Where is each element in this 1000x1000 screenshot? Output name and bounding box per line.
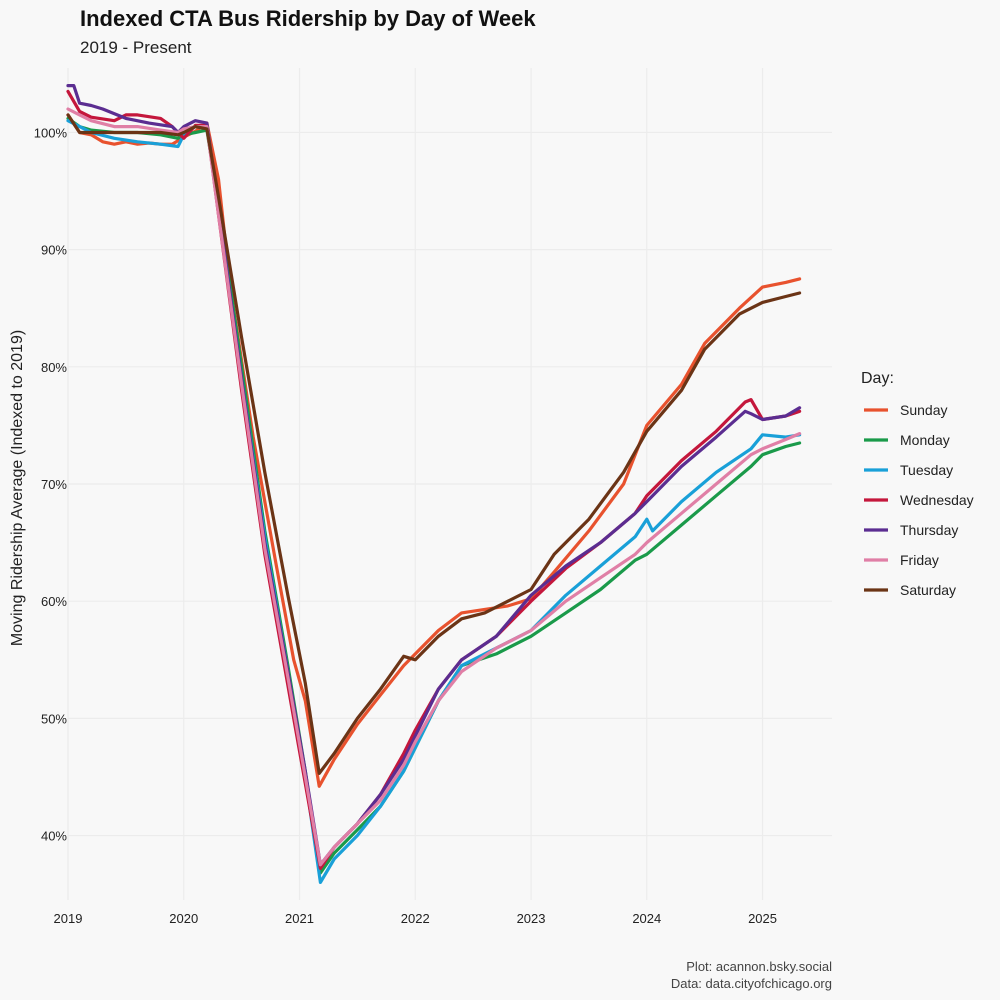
x-tick-label: 2019 — [54, 911, 83, 926]
series-line-monday — [66, 116, 802, 875]
series-line-tuesday — [66, 119, 802, 884]
y-tick-label: 50% — [41, 711, 67, 726]
x-tick-label: 2020 — [169, 911, 198, 926]
y-tick-label: 80% — [41, 360, 67, 375]
chart-subtitle: 2019 - Present — [80, 38, 192, 57]
grid — [67, 68, 832, 900]
y-tick-label: 70% — [41, 477, 67, 492]
x-tick-label: 2023 — [517, 911, 546, 926]
y-axis-label: Moving Ridership Average (Indexed to 201… — [9, 330, 26, 646]
caption-plot-credit: Plot: acannon.bsky.social — [686, 959, 832, 974]
legend-label-tuesday: Tuesday — [900, 462, 953, 478]
x-tick-label: 2024 — [632, 911, 661, 926]
x-tick-label: 2025 — [748, 911, 777, 926]
series-line-thursday — [66, 84, 802, 867]
y-tick-label: 100% — [34, 125, 68, 140]
legend: Day: Sunday Monday Tuesday Wednesday Thursda… — [861, 370, 974, 598]
x-tick-label: 2021 — [285, 911, 314, 926]
chart-title: Indexed CTA Bus Ridership by Day of Week — [80, 6, 536, 31]
series-line-friday — [66, 107, 802, 867]
series-line-sunday — [66, 113, 802, 788]
x-axis-ticks: 2019 2020 2021 2022 2023 2024 2025 — [54, 911, 777, 926]
y-axis-ticks: 40% 50% 60% 70% 80% 90% 100% — [34, 125, 68, 843]
y-tick-label: 60% — [41, 594, 67, 609]
legend-label-thursday: Thursday — [900, 522, 958, 538]
series-layer — [66, 84, 802, 884]
x-tick-label: 2022 — [401, 911, 430, 926]
legend-label-monday: Monday — [900, 432, 950, 448]
y-tick-label: 90% — [41, 243, 67, 258]
series-line-saturday — [66, 113, 802, 775]
legend-label-sunday: Sunday — [900, 402, 947, 418]
y-tick-label: 40% — [41, 829, 67, 844]
legend-title: Day: — [861, 370, 894, 387]
series-line-wednesday — [66, 89, 802, 870]
legend-label-wednesday: Wednesday — [900, 492, 974, 508]
legend-label-friday: Friday — [900, 552, 939, 568]
legend-label-saturday: Saturday — [900, 582, 956, 598]
caption-data-source: Data: data.cityofchicago.org — [671, 976, 832, 991]
